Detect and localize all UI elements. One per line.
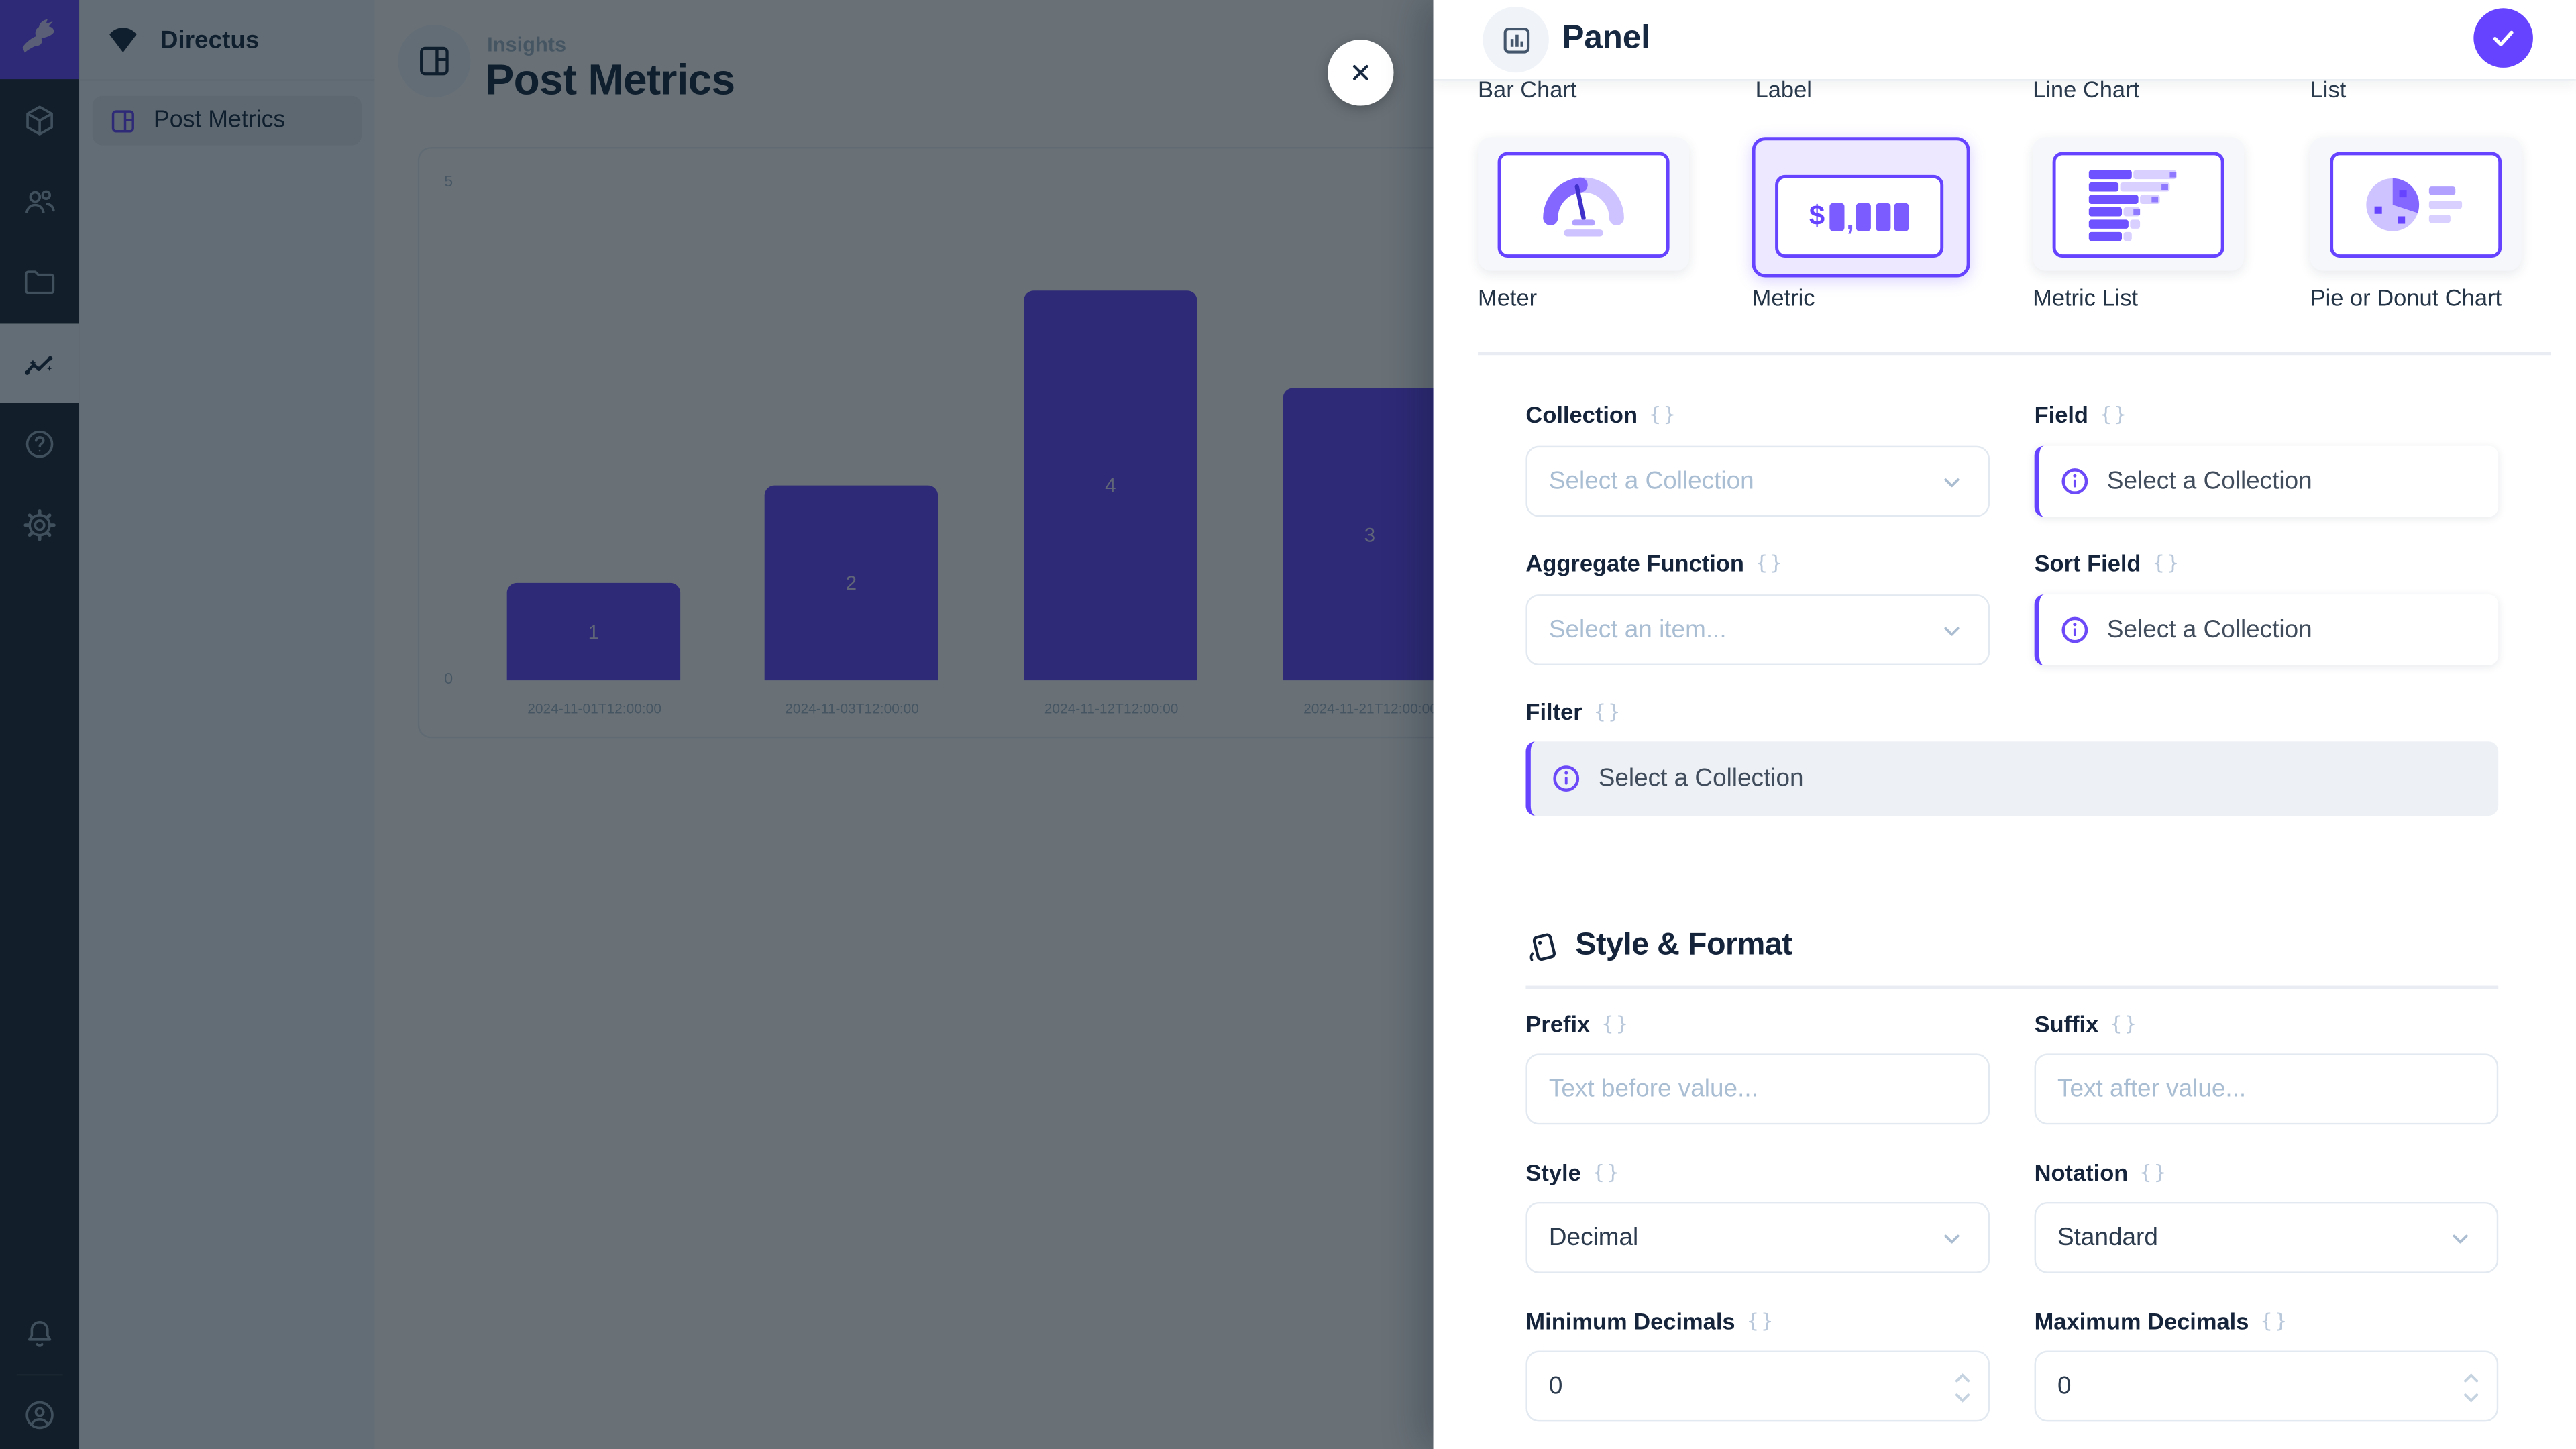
style-format-section-header: Style & Format [1525, 928, 1792, 964]
suffix-label: Suffix{} [2034, 1010, 2139, 1037]
aggregate-placeholder: Select an item... [1548, 616, 1727, 644]
minimum-decimals-stepper[interactable] [1953, 1373, 1972, 1404]
raw-value-icon[interactable]: {} [2139, 1161, 2169, 1184]
style-icon [1529, 932, 1556, 961]
panel-drawer: Bar Chart Label Line Chart List $, [1433, 0, 2576, 1449]
raw-value-icon[interactable]: {} [2152, 551, 2182, 575]
raw-value-icon[interactable]: {} [2110, 1012, 2139, 1036]
drawer-content: Bar Chart Label Line Chart List $, [1434, 0, 2576, 1449]
raw-value-icon[interactable]: {} [1601, 1012, 1631, 1036]
save-button[interactable] [2473, 8, 2533, 68]
minimum-decimals-label: Minimum Decimals{} [1525, 1307, 1776, 1334]
minimum-decimals-input[interactable] [1525, 1350, 1990, 1422]
chevron-down-icon [1944, 1234, 1960, 1243]
divider [1478, 352, 2552, 354]
chevron-down-icon [1944, 626, 1960, 635]
drawer-icon-circle [1483, 6, 1549, 73]
style-select-value: Decimal [1548, 1223, 1639, 1252]
info-icon [2061, 468, 2088, 494]
info-icon [2061, 616, 2088, 643]
sort-field-notice: Select a Collection [2034, 594, 2499, 665]
drawer-header: Panel [1433, 0, 2576, 81]
maximum-decimals-input[interactable] [2034, 1350, 2499, 1422]
chevron-down-icon [2453, 1234, 2468, 1243]
sort-field-notice-text: Select a Collection [2106, 616, 2312, 644]
maximum-decimals-stepper[interactable] [2462, 1373, 2480, 1404]
prefix-label: Prefix{} [1525, 1010, 1631, 1037]
panel-type-label-metric: Metric [1752, 284, 1815, 311]
panel-type-label-metric-list: Metric List [2033, 284, 2139, 311]
stepper-up-icon [2464, 1373, 2479, 1383]
suffix-input[interactable] [2034, 1053, 2499, 1125]
filter-label: Filter{} [1525, 698, 1623, 725]
filter-notice-text: Select a Collection [1598, 764, 1804, 793]
panel-type-card-meter[interactable] [1478, 137, 1690, 271]
aggregate-function-label: Aggregate Function{} [1525, 549, 1785, 577]
collection-label: Collection{} [1525, 401, 1678, 428]
raw-value-icon[interactable]: {} [2100, 402, 2129, 427]
notation-select[interactable]: Standard [2034, 1201, 2499, 1273]
chevron-down-icon [1944, 477, 1960, 486]
raw-value-icon[interactable]: {} [1593, 700, 1623, 724]
style-label: Style{} [1525, 1159, 1622, 1186]
info-icon [1553, 765, 1580, 792]
pie-chart-illustration [2330, 152, 2502, 258]
style-select[interactable]: Decimal [1525, 1201, 1990, 1273]
check-icon [2493, 30, 2514, 46]
raw-value-icon[interactable]: {} [2260, 1309, 2290, 1333]
divider [1525, 985, 2499, 989]
section-title: Style & Format [1575, 928, 1792, 963]
prefix-input[interactable] [1525, 1053, 1990, 1125]
drawer-title: Panel [1562, 19, 1650, 56]
panel-type-label-pie-donut: Pie or Donut Chart [2310, 284, 2502, 311]
sort-field-label: Sort Field{} [2034, 549, 2182, 577]
field-notice: Select a Collection [2034, 445, 2499, 517]
filter-notice: Select a Collection [1525, 741, 2499, 816]
close-icon [1352, 65, 1368, 80]
collection-placeholder: Select a Collection [1548, 467, 1754, 496]
close-drawer-button[interactable] [1328, 40, 1394, 106]
panel-type-card-metric-list[interactable] [2033, 137, 2245, 271]
maximum-decimals-label: Maximum Decimals{} [2034, 1307, 2290, 1334]
field-notice-text: Select a Collection [2106, 467, 2312, 496]
metric-illustration: $, [1775, 174, 1944, 258]
drawer-overlay[interactable] [0, 0, 1434, 1449]
stepper-down-icon [2464, 1393, 2479, 1403]
stepper-down-icon [1955, 1393, 1970, 1403]
aggregate-function-select[interactable]: Select an item... [1525, 594, 1990, 665]
panel-type-card-pie-donut[interactable] [2310, 137, 2522, 271]
field-label: Field{} [2034, 401, 2129, 428]
raw-value-icon[interactable]: {} [1593, 1161, 1622, 1184]
raw-value-icon[interactable]: {} [1746, 1309, 1776, 1333]
metric-list-illustration [2052, 152, 2224, 258]
meter-illustration [1497, 152, 1670, 258]
insert-chart-icon [1503, 26, 1529, 53]
panel-type-label-meter: Meter [1478, 284, 1538, 311]
notation-label: Notation{} [2034, 1159, 2169, 1186]
stepper-up-icon [1955, 1373, 1970, 1383]
raw-value-icon[interactable]: {} [1756, 551, 1785, 575]
raw-value-icon[interactable]: {} [1649, 402, 1678, 427]
panel-type-card-metric-selected[interactable]: $, [1752, 137, 1970, 278]
collection-select[interactable]: Select a Collection [1525, 445, 1990, 517]
notation-select-value: Standard [2057, 1223, 2158, 1252]
